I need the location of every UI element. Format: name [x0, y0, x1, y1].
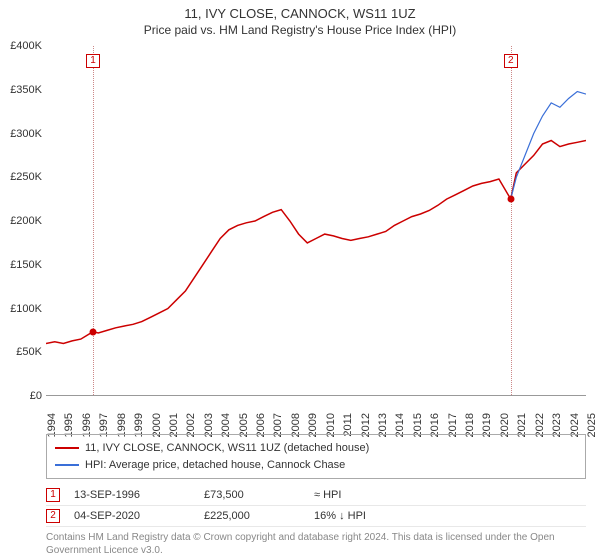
y-tick-label: £50K [0, 346, 42, 358]
legend-swatch [55, 447, 79, 449]
sale-date: 04-SEP-2020 [74, 510, 204, 522]
legend-label: HPI: Average price, detached house, Cann… [85, 457, 345, 474]
sale-delta: ≈ HPI [314, 489, 424, 501]
sale-badge: 2 [504, 54, 518, 68]
sale-price: £225,000 [204, 510, 314, 522]
sale-marker [507, 196, 514, 203]
sales-list: 1 13-SEP-1996£73,500≈ HPI 2 04-SEP-2020£225… [46, 485, 586, 527]
chart-footer: 11, IVY CLOSE, CANNOCK, WS11 1UZ (detach… [46, 434, 586, 557]
legend-row: HPI: Average price, detached house, Cann… [55, 457, 577, 474]
y-tick-label: £300K [0, 128, 42, 140]
y-tick-label: £400K [0, 40, 42, 52]
legend-label: 11, IVY CLOSE, CANNOCK, WS11 1UZ (detach… [85, 440, 369, 457]
legend: 11, IVY CLOSE, CANNOCK, WS11 1UZ (detach… [46, 434, 586, 479]
sale-delta: 16% ↓ HPI [314, 510, 424, 522]
chart-title: 11, IVY CLOSE, CANNOCK, WS11 1UZ [0, 0, 600, 21]
sale-row: 1 13-SEP-1996£73,500≈ HPI [46, 485, 586, 506]
sale-price: £73,500 [204, 489, 314, 501]
sale-row: 2 04-SEP-2020£225,00016% ↓ HPI [46, 506, 586, 527]
sale-date: 13-SEP-1996 [74, 489, 204, 501]
sale-badge: 1 [86, 54, 100, 68]
chart-subtitle: Price paid vs. HM Land Registry's House … [0, 21, 600, 41]
y-tick-label: £100K [0, 303, 42, 315]
y-tick-label: £350K [0, 84, 42, 96]
plot-area: £0£50K£100K£150K£200K£250K£300K£350K£400… [46, 46, 586, 396]
series-line [46, 141, 586, 344]
attribution-text: Contains HM Land Registry data © Crown c… [46, 527, 586, 557]
legend-swatch [55, 464, 79, 466]
legend-row: 11, IVY CLOSE, CANNOCK, WS11 1UZ (detach… [55, 440, 577, 457]
series-line [511, 92, 586, 200]
sale-marker [90, 328, 97, 335]
line-series-svg [46, 46, 586, 396]
y-tick-label: £200K [0, 215, 42, 227]
sale-row-badge: 1 [46, 488, 60, 502]
chart-area: £0£50K£100K£150K£200K£250K£300K£350K£400… [46, 46, 586, 396]
x-tick-label: 2025 [586, 413, 598, 437]
sale-row-badge: 2 [46, 509, 60, 523]
y-tick-label: £0 [0, 390, 42, 402]
y-tick-label: £250K [0, 171, 42, 183]
y-tick-label: £150K [0, 259, 42, 271]
